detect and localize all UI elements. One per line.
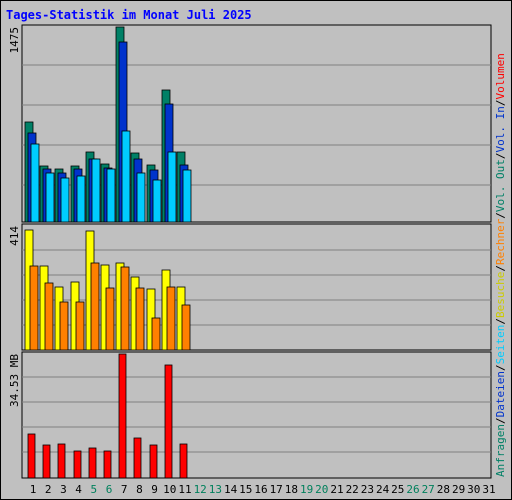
- bar-volumen-day-9: [149, 444, 158, 479]
- bar-rechner-day-1: [29, 265, 39, 351]
- legend-entry: Anfragen: [494, 424, 507, 477]
- chart-panel-1: 1475: [8, 24, 492, 223]
- bar-seiten-day-6: [106, 168, 116, 223]
- x-axis-day-label: 9: [151, 483, 158, 496]
- x-axis-day-label: 31: [482, 483, 495, 496]
- bar-rechner-day-10: [166, 286, 176, 351]
- x-axis-day-label: 30: [467, 483, 480, 496]
- bar-seiten-day-11: [182, 169, 192, 223]
- x-axis-day-label: 23: [361, 483, 374, 496]
- bar-seiten-day-8: [136, 172, 146, 223]
- bar-volumen-day-5: [88, 447, 97, 479]
- panel-frame: [21, 351, 492, 479]
- right-legend: Anfragen/Dateien/Seiten/Besuche/Rechner/…: [494, 53, 507, 477]
- bar-volumen-day-10: [164, 364, 173, 479]
- bar-seiten-day-2: [45, 172, 55, 223]
- x-axis-day-label: 22: [346, 483, 359, 496]
- bar-seiten-day-10: [167, 151, 177, 223]
- legend-entry: /: [494, 318, 507, 325]
- x-axis-day-label: 27: [422, 483, 435, 496]
- bar-volumen-day-8: [133, 437, 142, 479]
- chart-panels: 1475 414 34.53 MB: [8, 24, 492, 479]
- bar-rechner-day-8: [135, 287, 145, 351]
- x-axis-day-label: 14: [224, 483, 238, 496]
- x-axis-day-label: 18: [285, 483, 298, 496]
- legend-entry: Vol. Out: [494, 159, 507, 212]
- x-axis-day-label: 8: [136, 483, 143, 496]
- x-axis-day-label: 24: [376, 483, 390, 496]
- chart-panel-2: 414: [8, 223, 492, 351]
- legend-entry: Dateien: [494, 371, 507, 417]
- x-axis-day-label: 7: [121, 483, 128, 496]
- legend-entry: /: [494, 265, 507, 272]
- legend-entry: /: [494, 99, 507, 106]
- bar-rechner-day-6: [105, 287, 115, 351]
- x-axis-day-label: 5: [90, 483, 97, 496]
- bar-seiten-day-7: [121, 130, 131, 223]
- x-axis-day-label: 6: [106, 483, 113, 496]
- x-axis-day-label: 10: [163, 483, 176, 496]
- legend-entry: /: [494, 212, 507, 219]
- bar-seiten-day-9: [152, 179, 162, 223]
- legend-entry: Besuche: [494, 272, 507, 318]
- x-axis-day-label: 19: [300, 483, 313, 496]
- bar-rechner-day-3: [59, 301, 69, 351]
- legend-entry: /: [494, 364, 507, 371]
- bar-rechner-day-7: [120, 266, 130, 351]
- y-axis-max-label: 34.53 MB: [8, 354, 21, 407]
- x-axis-day-label: 16: [254, 483, 267, 496]
- y-axis-max-label: 414: [8, 226, 21, 246]
- bar-seiten-day-1: [30, 143, 40, 223]
- chart-panel-3: 34.53 MB: [8, 351, 492, 479]
- x-axis-day-label: 21: [330, 483, 343, 496]
- bar-seiten-day-3: [60, 177, 70, 223]
- x-axis-day-label: 13: [209, 483, 222, 496]
- bar-rechner-day-5: [90, 262, 100, 351]
- bar-rechner-day-11: [181, 304, 191, 351]
- x-axis-day-label: 2: [45, 483, 52, 496]
- legend-entry: Rechner: [494, 218, 507, 265]
- bar-volumen-day-4: [73, 450, 82, 479]
- x-axis-day-label: 3: [60, 483, 67, 496]
- legend-entry: Seiten: [494, 325, 507, 365]
- x-axis-day-label: 15: [239, 483, 252, 496]
- bar-rechner-day-4: [75, 301, 85, 351]
- x-axis-day-label: 1: [30, 483, 37, 496]
- bar-rechner-day-2: [44, 282, 54, 351]
- bar-volumen-day-7: [118, 353, 127, 479]
- x-axis-day-label: 25: [391, 483, 404, 496]
- bar-volumen-day-2: [42, 444, 51, 479]
- x-axis-day-label: 20: [315, 483, 328, 496]
- legend-entry: Volumen: [494, 53, 507, 99]
- x-axis-day-label: 26: [406, 483, 419, 496]
- x-axis-day-label: 12: [194, 483, 207, 496]
- legend-entry: Vol. In: [494, 106, 507, 152]
- bar-volumen-day-1: [27, 433, 36, 479]
- legend-text: Anfragen/Dateien/Seiten/Besuche/Rechner/…: [494, 53, 507, 477]
- bar-seiten-day-4: [76, 175, 86, 223]
- x-axis-day-label: 11: [178, 483, 191, 496]
- x-axis-day-label: 4: [75, 483, 82, 496]
- bar-volumen-day-3: [57, 443, 66, 479]
- legend-entry: /: [494, 152, 507, 159]
- x-axis-day-label: 28: [437, 483, 450, 496]
- y-axis-max-label: 1475: [8, 27, 21, 54]
- x-axis-day-labels: 1 2 3 4 5 6 7 8 9 10 11 12 13 14 15 16 17 18 19 20 21 22 23 24 2…: [30, 483, 496, 496]
- x-axis-day-label: 29: [452, 483, 465, 496]
- bar-seiten-day-5: [91, 158, 101, 223]
- x-axis-day-label: 17: [270, 483, 283, 496]
- chart-title: Tages-Statistik im Monat Juli 2025: [6, 8, 252, 22]
- bar-volumen-day-11: [179, 443, 188, 479]
- bar-rechner-day-9: [151, 317, 161, 351]
- legend-entry: /: [494, 417, 507, 424]
- panel-frame: [21, 223, 492, 351]
- bar-volumen-day-6: [103, 450, 112, 479]
